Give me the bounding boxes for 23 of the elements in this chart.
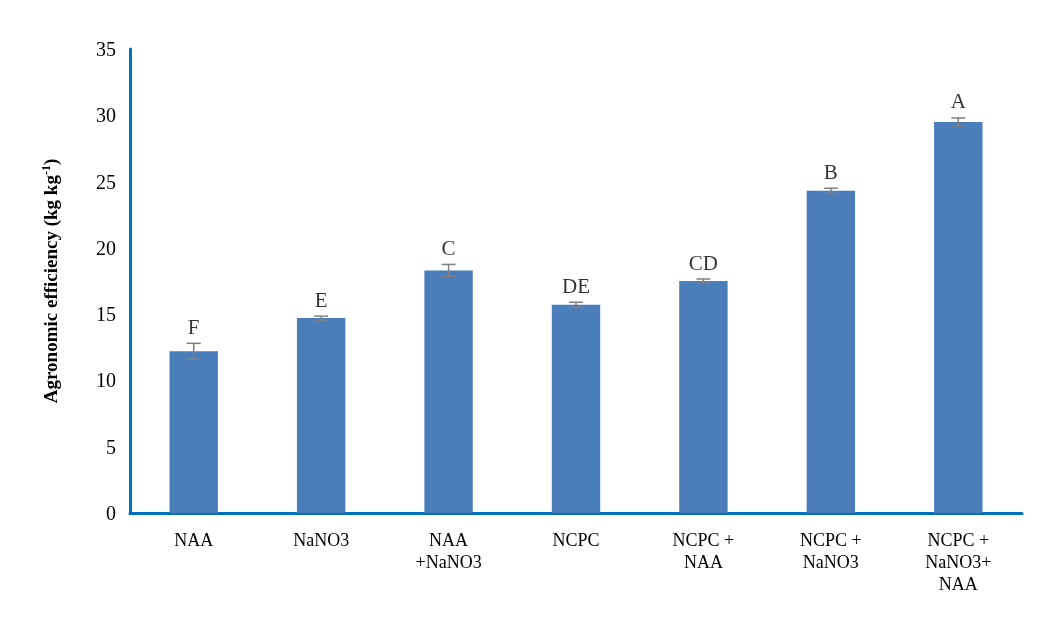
y-tick-label: 0 [106,502,116,524]
y-tick-label: 5 [106,435,116,458]
x-tick-label: NCPC + NAA [672,530,735,572]
y-tick-label: 35 [96,38,116,60]
y-tick-label: 25 [96,170,116,193]
annotation: C [441,235,456,260]
y-tick-label: 10 [96,369,116,392]
annotation: B [823,159,838,184]
y-tick-label: 20 [96,236,116,259]
annotation: CD [688,250,719,275]
annotation: E [314,287,328,312]
y-tick-label: 30 [96,104,116,127]
x-tick-label: NCPC [552,530,600,550]
x-tick-label: NaNO3 [293,530,350,550]
y-tick-label: 15 [96,303,116,326]
x-tick-label: NAA +NaNO3 [415,530,482,572]
x-tick-label: NCPC + NaNO3 [800,530,862,572]
annotation: F [187,314,200,339]
annotation: DE [562,273,590,298]
x-tick-label: NCPC + NaNO3+ NAA [925,530,992,594]
annotation: A [950,89,967,114]
x-tick-label: NAA [174,530,214,550]
y-axis-title: Agronomic efficiency (kg kg-1) [39,158,62,404]
